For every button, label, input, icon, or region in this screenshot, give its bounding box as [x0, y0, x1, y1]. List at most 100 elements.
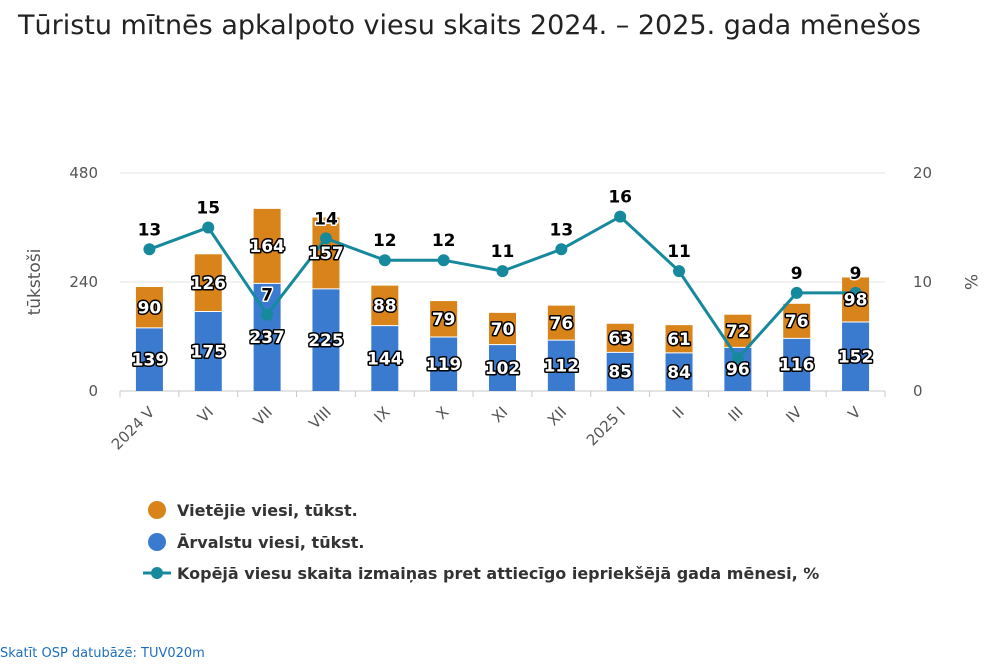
- bar-label-foreign: 119: [426, 355, 462, 375]
- bar-label-foreign: 102: [485, 359, 521, 379]
- line-point-label: 7: [261, 286, 273, 306]
- y-right-tick-label: 10: [913, 273, 932, 291]
- bar-local: [135, 286, 163, 328]
- chart-title: Tūristu mītnēs apkalpoto viesu skaits 20…: [18, 10, 921, 41]
- bar-local: [547, 305, 575, 341]
- line-point-label: 16: [608, 188, 632, 208]
- data-labels: 1399017512623716422515714488119791027011…: [130, 186, 875, 384]
- bar-label-local: 76: [785, 312, 809, 332]
- x-tick-label: VIII: [305, 403, 334, 432]
- y-left-tick-label: 0: [88, 382, 98, 400]
- bar-label-local: 63: [608, 329, 632, 349]
- bar-label-local: 76: [550, 314, 574, 334]
- bar-foreign: [606, 352, 634, 391]
- legend-marker: [148, 501, 166, 519]
- line-point: [378, 254, 391, 267]
- y-right-tick-label: 20: [913, 164, 932, 182]
- bar-local: [489, 312, 516, 345]
- x-tick-label: IX: [371, 403, 394, 426]
- bar-label-foreign: 85: [608, 363, 632, 383]
- line-point: [731, 352, 744, 365]
- bar-foreign: [783, 338, 811, 391]
- bar-label-local: 90: [138, 298, 162, 318]
- line-point: [202, 221, 215, 234]
- bar-label-foreign: 116: [779, 356, 815, 376]
- bar-foreign: [430, 336, 458, 391]
- bar-label-local: 72: [726, 322, 750, 342]
- legend-marker: [151, 567, 163, 579]
- bar-foreign: [371, 325, 399, 391]
- x-tick-label: VII: [250, 403, 276, 429]
- bar-local: [371, 285, 399, 326]
- line-point-label: 14: [314, 209, 338, 229]
- legend[interactable]: Vietējie viesi, tūkst. Ārvalstu viesi, tū…: [143, 501, 819, 583]
- x-tick-label: IV: [782, 403, 806, 427]
- legend-item-change[interactable]: Kopējā viesu skaita izmaiņas pret attiec…: [143, 564, 819, 583]
- line-series: [143, 210, 862, 365]
- bar-local: [253, 208, 281, 284]
- source-database-link[interactable]: Skatīt OSP datubāzē: TUV020m: [0, 646, 205, 661]
- x-tick-label: VI: [194, 403, 217, 426]
- bar-foreign: [547, 340, 575, 391]
- y-right-tick-label: 0: [913, 382, 923, 400]
- line-point-label: 15: [196, 199, 220, 219]
- line-point: [143, 243, 156, 256]
- bar-local: [606, 323, 634, 353]
- legend-item-local[interactable]: Vietējie viesi, tūkst.: [148, 501, 358, 520]
- bar-foreign: [312, 288, 340, 391]
- line-point-label: 13: [550, 220, 574, 240]
- line-point-label: 12: [432, 231, 456, 251]
- x-tick-label: III: [725, 403, 747, 425]
- bar-series: [135, 208, 870, 391]
- bar-label-foreign: 225: [308, 331, 344, 351]
- bar-label-local: 164: [249, 237, 285, 257]
- line-point-label: 12: [373, 231, 397, 251]
- x-tick-label: 2025 I: [583, 403, 629, 449]
- line-point: [437, 254, 450, 267]
- line-point: [496, 265, 509, 278]
- bar-foreign: [489, 344, 516, 391]
- bar-local: [783, 303, 811, 339]
- line-point: [319, 232, 332, 245]
- x-tick-label: XII: [544, 403, 570, 429]
- line-point-label: 9: [850, 264, 862, 284]
- bar-label-foreign: 112: [544, 357, 580, 377]
- bar-label-local: 157: [308, 244, 344, 264]
- bar-label-foreign: 84: [667, 363, 691, 383]
- y-left-tick-label: 480: [69, 164, 98, 182]
- x-tick-label: 2024 V: [108, 403, 159, 454]
- legend-label: Ārvalstu viesi, tūkst.: [177, 532, 364, 552]
- line-point-label: 11: [491, 242, 515, 262]
- bar-foreign: [135, 327, 163, 391]
- legend-item-foreign[interactable]: Ārvalstu viesi, tūkst.: [148, 532, 364, 552]
- x-tick-label: XI: [488, 403, 511, 426]
- bar-foreign: [194, 311, 222, 391]
- legend-label: Vietējie viesi, tūkst.: [177, 501, 358, 520]
- line-point-label: 13: [138, 220, 162, 240]
- bar-foreign: [665, 352, 693, 391]
- x-tick-label: V: [844, 403, 865, 424]
- y-right-axis-title: %: [960, 274, 980, 290]
- bar-label-local: 98: [844, 291, 868, 311]
- bar-local: [724, 314, 752, 348]
- bar-local: [665, 325, 693, 353]
- line-point: [614, 210, 627, 223]
- bar-local: [312, 217, 340, 289]
- bar-foreign: [842, 321, 870, 391]
- x-tick-label: X: [432, 403, 452, 423]
- bar-label-foreign: 144: [367, 349, 403, 369]
- bar-label-foreign: 237: [249, 328, 285, 348]
- line-point: [555, 243, 568, 256]
- line-point: [673, 265, 686, 278]
- line-point: [849, 286, 862, 299]
- line-point: [261, 308, 274, 321]
- legend-label: Kopējā viesu skaita izmaiņas pret attiec…: [177, 564, 819, 583]
- y-left-tick-label: 240: [69, 273, 98, 291]
- x-tick-label: II: [669, 403, 688, 422]
- bar-label-foreign: 152: [838, 347, 874, 367]
- line-point-label: 11: [667, 242, 691, 262]
- bar-label-local: 61: [667, 330, 691, 350]
- bar-label-local: 70: [491, 320, 515, 340]
